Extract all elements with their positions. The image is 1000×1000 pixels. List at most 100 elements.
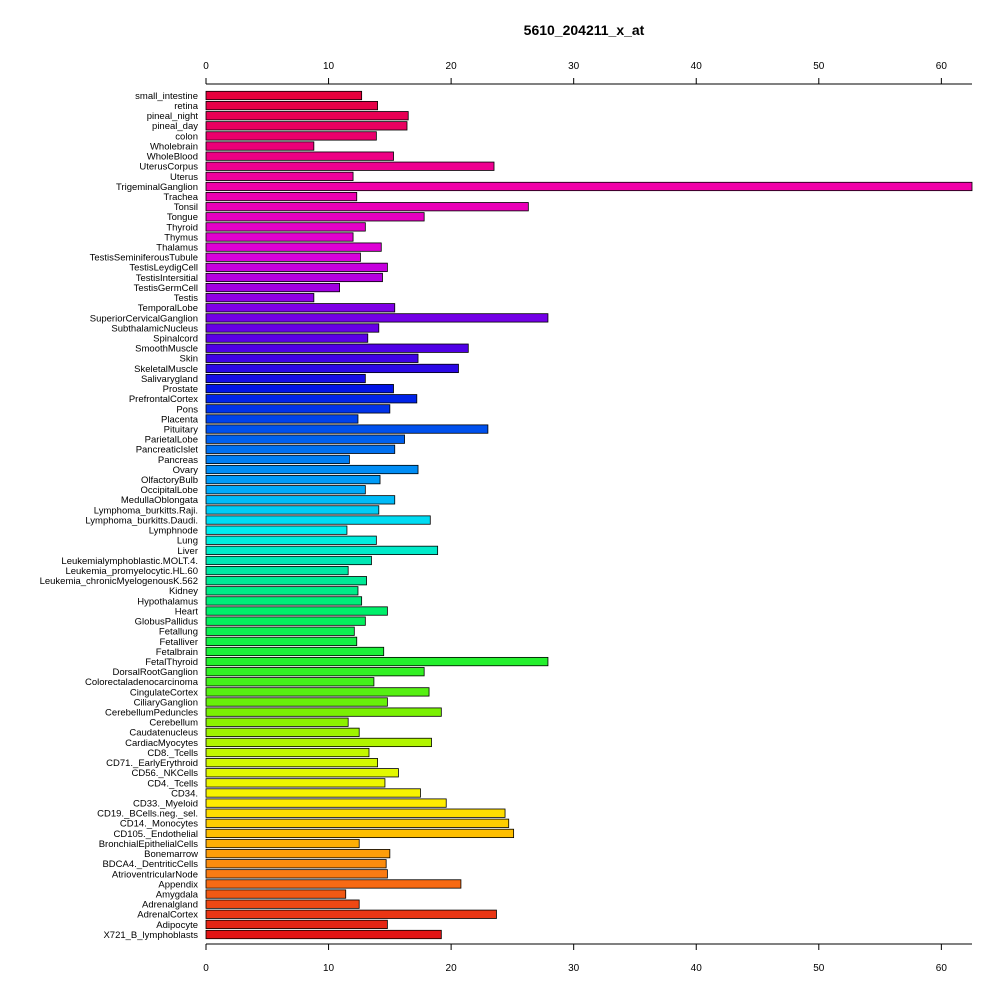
- category-label: TestisGermCell: [134, 283, 198, 294]
- bar: [205, 929, 442, 940]
- bar: [205, 899, 360, 909]
- category-label: UterusCorpus: [139, 162, 198, 173]
- bar: [205, 576, 367, 586]
- category-label: Thalamus: [156, 243, 198, 254]
- bar: [205, 545, 439, 555]
- bar: [205, 232, 354, 242]
- bottom-axis: 0 10 20 30 40 50 60: [203, 943, 972, 974]
- category-label: Tonsil: [174, 202, 198, 213]
- bar: [205, 181, 973, 192]
- bottom-axis-tick-label: 30: [568, 963, 580, 974]
- bottom-axis-tick-label: 60: [936, 963, 948, 974]
- bar: [205, 384, 394, 394]
- bar: [205, 90, 363, 101]
- category-label: TestisSeminiferousTubule: [90, 253, 198, 264]
- category-label: Heart: [175, 606, 199, 617]
- bar: [205, 111, 409, 121]
- bar: [205, 667, 425, 677]
- category-labels: small_intestineretinapineal_nightpineal_…: [40, 91, 199, 941]
- bar: [205, 798, 447, 808]
- bar: [205, 171, 354, 181]
- bar: [205, 879, 462, 889]
- category-label: TestisIntersitial: [136, 273, 198, 284]
- category-label: Tongue: [167, 212, 198, 223]
- bar: [205, 889, 347, 899]
- category-label: CerebellumPeduncles: [105, 708, 198, 719]
- category-label: AdrenalCortex: [137, 910, 198, 921]
- bar: [205, 151, 394, 161]
- category-label: Skin: [180, 354, 198, 365]
- category-label: OccipitalLobe: [140, 485, 198, 496]
- category-label: pineal_night: [147, 111, 199, 122]
- category-label: Adrenalgland: [142, 900, 198, 911]
- bar: [205, 373, 366, 384]
- category-label: CD56._NKCells: [131, 768, 198, 779]
- category-label: CD8._Tcells: [147, 748, 198, 759]
- category-label: Placenta: [161, 414, 199, 425]
- category-label: X721_B_lymphoblasts: [103, 930, 198, 941]
- category-label: Prostate: [163, 384, 198, 395]
- category-label: Thyroid: [166, 222, 198, 233]
- bars: [205, 90, 973, 940]
- category-label: SmoothMuscle: [135, 344, 198, 355]
- category-label: Spinalcord: [153, 334, 198, 345]
- bar: [205, 586, 359, 596]
- bar: [205, 333, 369, 343]
- category-label: DorsalRootGanglion: [112, 667, 198, 678]
- bar: [205, 495, 396, 505]
- bar: [205, 222, 366, 232]
- category-label: Testis: [174, 293, 199, 304]
- bar: [205, 353, 419, 363]
- category-label: Adipocyte: [156, 920, 198, 931]
- chart-title: 5610_204211_x_at: [524, 22, 645, 38]
- category-label: CD34.: [171, 788, 198, 799]
- bar: [205, 262, 388, 272]
- category-label: SubthalamicNucleus: [111, 323, 198, 334]
- bar: [205, 818, 510, 828]
- top-axis-tick-label: 50: [813, 61, 825, 72]
- category-label: Pons: [176, 404, 198, 415]
- bar: [205, 788, 421, 798]
- bar: [205, 343, 469, 353]
- bar: [205, 242, 382, 252]
- bottom-axis-tick-label: 20: [446, 963, 458, 974]
- bar: [205, 212, 425, 222]
- category-label: Wholebrain: [150, 141, 198, 152]
- bar: [205, 161, 495, 171]
- bottom-axis-tick-label: 50: [813, 963, 825, 974]
- bar: [205, 626, 355, 636]
- top-axis-tick-label: 40: [691, 61, 703, 72]
- category-label: Bonemarrow: [144, 849, 198, 860]
- bar: [205, 272, 383, 283]
- category-label: CingulateCortex: [130, 687, 198, 698]
- category-label: CD14._Monocytes: [120, 819, 198, 830]
- category-label: Thymus: [164, 232, 198, 243]
- bar: [205, 616, 366, 626]
- category-label: CD71._EarlyErythroid: [106, 758, 198, 769]
- category-label: Hypothalamus: [137, 596, 198, 607]
- category-label: TrigeminalGanglion: [116, 182, 198, 193]
- bar: [205, 202, 529, 212]
- bottom-axis-tick-label: 10: [323, 963, 335, 974]
- top-axis-tick-label: 20: [446, 61, 458, 72]
- bar: [205, 566, 349, 576]
- bar: [205, 525, 348, 535]
- category-label: CD105._Endothelial: [113, 829, 198, 840]
- bar: [205, 707, 442, 717]
- bar: [205, 768, 399, 778]
- category-label: PrefrontalCortex: [129, 394, 198, 405]
- bar: [205, 849, 391, 859]
- bar: [205, 555, 372, 566]
- category-label: Salivarygland: [141, 374, 198, 385]
- bar: [205, 808, 506, 818]
- category-label: BronchialEpithelialCells: [99, 839, 199, 850]
- category-label: OlfactoryBulb: [141, 475, 198, 486]
- category-label: CD19._BCells.neg._sel.: [97, 809, 198, 820]
- bar: [205, 464, 419, 475]
- category-label: colon: [175, 131, 198, 142]
- bar: [205, 121, 408, 131]
- bar: [205, 919, 388, 929]
- bar: [205, 838, 360, 849]
- category-label: GlobusPallidus: [135, 617, 199, 628]
- category-label: Fetallung: [159, 627, 198, 638]
